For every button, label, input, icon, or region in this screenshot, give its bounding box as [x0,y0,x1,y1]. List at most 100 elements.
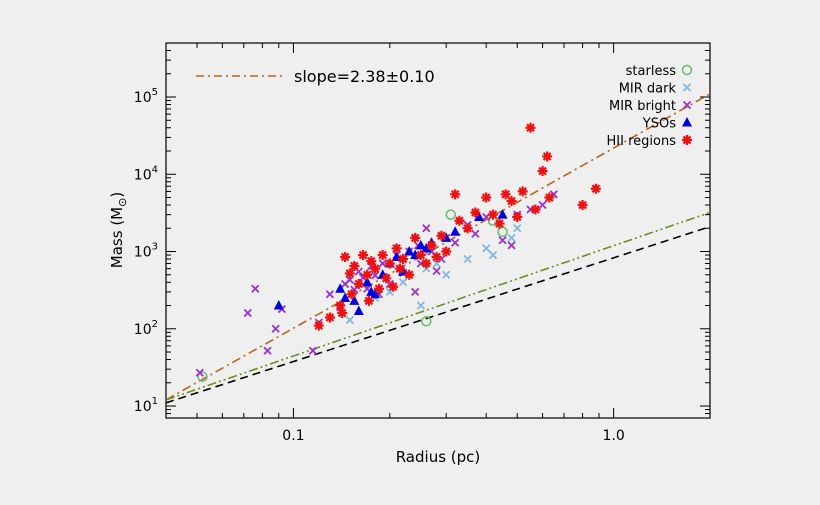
x-axis-ticks: 0.1 1.0 [165,43,711,444]
legend-label-hii-regions: HII regions [607,134,677,149]
point-mir-bright [507,241,516,250]
point-mir-bright [422,224,431,233]
point-hii-regions [404,269,415,280]
point-hii-regions [313,320,324,331]
point-hii-regions [436,230,447,241]
point-ysos [362,276,373,287]
y-axis-label: Mass (M⊙) [108,192,129,268]
legend-marker-mir-bright [682,100,692,110]
point-hii-regions [462,223,473,234]
point-hii-regions [450,189,461,200]
point-starless [197,371,208,382]
x-tick-label: 0.1 [282,428,304,444]
y-tick-label: 102 [134,319,158,338]
point-mir-bright [271,324,280,333]
point-hii-regions [454,215,465,226]
point-mir-bright [243,308,252,318]
line-threshold-black [166,225,710,404]
point-mir-dark [463,254,472,264]
point-hii-regions [487,209,498,220]
point-hii-regions [362,269,373,280]
point-hii-regions [366,256,377,267]
line-fit [166,93,710,401]
point-hii-regions [391,243,402,254]
point-hii-regions [542,151,553,162]
point-hii-regions [431,251,442,262]
point-hii-regions [481,192,492,203]
point-mir-dark [488,250,498,260]
y-tick-label: 104 [134,164,158,183]
point-hii-regions [530,204,541,215]
point-mir-bright [195,368,204,377]
fit-lines [166,93,710,404]
point-mir-dark [482,244,491,253]
point-starless [445,209,456,220]
point-ysos [335,283,346,293]
slope-annotation: slope=2.38±0.10 [294,67,435,86]
legend-label-mir-dark: MIR dark [619,82,677,97]
y-axis-ticks: 101 102 103 104 105 [134,42,710,419]
legend-marker-starless [681,64,693,76]
point-hii-regions [344,268,355,279]
point-mir-bright [263,346,272,355]
point-starless [497,226,508,238]
point-starless [421,316,432,327]
point-mir-bright [538,200,547,210]
point-hii-regions [324,312,335,323]
point-mir-bright [308,346,317,355]
point-hii-regions [500,189,511,200]
point-mir-bright [251,284,260,293]
point-mir-bright [498,236,507,245]
point-mir-bright [411,287,420,297]
point-hii-regions [537,166,548,177]
legend-marker-ysos [682,117,692,127]
legend-marker-mir-dark [682,83,692,92]
point-ysos [421,242,432,253]
legend-marker-hii-regions [682,135,692,145]
point-ysos [415,239,426,250]
point-mir-bright [432,266,441,276]
point-hii-regions [370,263,381,274]
data-points [195,122,601,382]
point-ysos [441,232,452,242]
point-hii-regions [441,246,452,257]
point-hii-regions [340,251,351,262]
y-tick-label: 101 [134,396,158,415]
point-hii-regions [353,278,364,289]
point-hii-regions [346,289,357,300]
point-ysos [370,288,381,299]
point-hii-regions [337,308,348,319]
point-mir-dark [442,270,451,279]
point-mir-bright [371,271,380,280]
point-hii-regions [363,295,374,306]
point-ysos [349,295,360,305]
point-ysos [353,305,364,315]
point-hii-regions [384,258,395,269]
point-mir-dark [385,287,394,297]
point-mir-dark [345,315,354,325]
point-mir-dark [416,301,425,310]
point-mir-bright [451,238,460,247]
legend: starless MIR dark MIR bright YSOs HII region… [607,64,693,149]
point-hii-regions [381,273,392,284]
point-hii-regions [426,240,437,251]
point-hii-regions [335,300,346,311]
point-hii-regions [398,254,409,265]
point-hii-regions [506,196,517,207]
point-mir-bright [378,259,387,268]
point-hii-regions [358,250,369,261]
legend-label-starless: starless [626,64,677,79]
point-hii-regions [525,122,536,133]
point-hii-regions [410,232,421,243]
point-hii-regions [415,250,426,261]
point-hii-regions [590,183,601,194]
point-hii-regions [577,200,588,211]
point-mir-dark [513,224,522,233]
point-ysos [340,292,351,303]
point-ysos [273,300,284,310]
point-ysos [497,209,508,219]
point-hii-regions [421,258,432,269]
point-hii-regions [349,260,360,271]
x-axis-label: Radius (pc) [396,448,481,466]
